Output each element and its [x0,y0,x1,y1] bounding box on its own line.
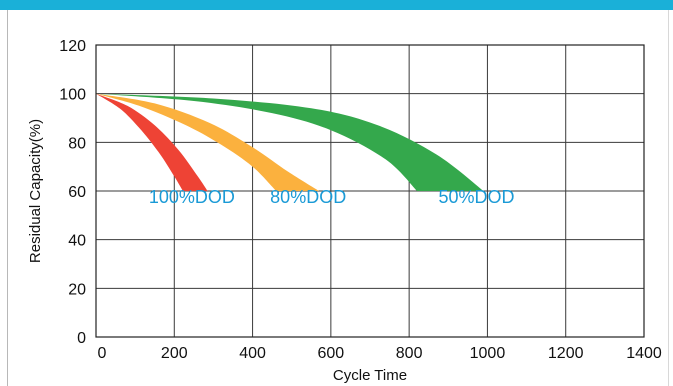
series-label: 100%DOD [149,187,235,207]
x-tick-label: 800 [396,345,423,362]
y-tick-labels: 0 20 40 60 80 100 120 [59,38,86,347]
band-80pct-dod [96,93,320,191]
x-tick-labels: 0 200 400 600 800 1000 1200 1400 [98,345,662,362]
plot-frame [95,44,645,338]
x-tick-label: 1000 [470,345,506,362]
series-labels: 100%DOD 80%DOD 50%DOD [149,187,515,207]
chart-bands [96,93,484,191]
x-tick-label: 1200 [548,345,584,362]
series-label: 50%DOD [439,187,515,207]
left-border [7,10,8,386]
y-tick-label: 60 [68,184,86,201]
y-axis-title: Residual Capacity(%) [27,119,44,263]
x-tick-label: 1400 [626,345,662,362]
chart-grid [96,45,644,337]
x-tick-label: 400 [239,345,266,362]
right-border [668,10,669,386]
y-tick-label: 0 [77,330,86,347]
y-tick-label: 80 [68,135,86,152]
series-label: 80%DOD [270,187,346,207]
band-50pct-dod [96,93,484,191]
x-tick-label: 600 [318,345,345,362]
x-tick-label: 0 [98,345,107,362]
y-tick-label: 20 [68,281,86,298]
y-tick-label: 120 [59,38,86,55]
y-tick-label: 100 [59,87,86,104]
x-tick-label: 200 [161,345,188,362]
header-band [0,0,673,10]
y-tick-label: 40 [68,233,86,250]
x-axis-title: Cycle Time [333,367,407,384]
band-100pct-dod [96,93,208,191]
